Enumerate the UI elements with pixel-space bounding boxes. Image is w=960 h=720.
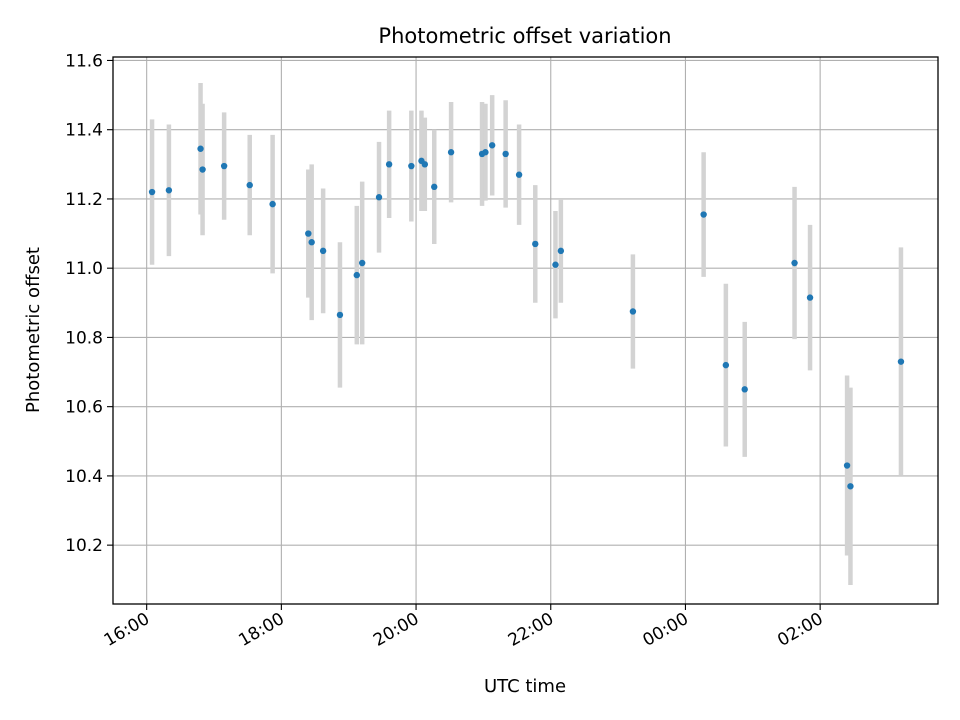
data-point — [847, 483, 854, 490]
data-point — [305, 230, 312, 237]
data-point — [353, 271, 360, 279]
y-tick-label: 10.8 — [65, 328, 103, 348]
data-point — [246, 181, 253, 189]
data-point — [791, 259, 798, 267]
data-point — [700, 211, 707, 218]
data-point — [806, 294, 814, 301]
data-point — [408, 162, 415, 170]
data-point — [308, 239, 315, 246]
data-point — [741, 386, 748, 393]
y-axis-label: Photometric offset — [23, 247, 44, 413]
data-point — [385, 161, 393, 168]
y-tick-label: 11.0 — [65, 259, 103, 279]
y-tick-label: 10.6 — [65, 398, 103, 418]
data-point — [197, 145, 204, 152]
data-point — [515, 171, 523, 178]
data-point — [165, 187, 173, 194]
data-point — [897, 358, 905, 365]
grid-lines — [113, 57, 938, 604]
plot-frame — [112, 56, 939, 605]
chart-title: Photometric offset variation — [378, 24, 671, 48]
y-tick-label: 10.2 — [65, 536, 103, 556]
data-point — [488, 142, 496, 149]
data-point — [482, 149, 489, 156]
data-point — [843, 462, 851, 469]
y-tick-label: 11.4 — [65, 121, 103, 141]
y-tick-label: 11.2 — [65, 190, 103, 210]
data-point — [502, 150, 509, 158]
data-point — [220, 162, 228, 170]
y-axis-ticks: 10.2 10.4 10.6 10.8 11.0 11.2 11.4 11.6 — [65, 51, 113, 556]
data-point — [336, 311, 344, 319]
data-point — [375, 194, 383, 201]
data-point — [447, 149, 455, 156]
data-point — [552, 261, 559, 268]
data-point — [431, 183, 438, 191]
x-axis-label: UTC time — [484, 676, 566, 697]
data-point — [532, 240, 539, 248]
y-tick-label: 10.4 — [65, 467, 103, 487]
data-point — [319, 247, 327, 255]
y-tick-label: 11.6 — [65, 51, 103, 71]
data-point — [148, 188, 156, 196]
data-point — [199, 166, 206, 173]
data-point — [722, 361, 730, 369]
data-point — [358, 259, 366, 267]
data-point — [269, 200, 276, 208]
data-points — [148, 142, 905, 490]
data-point — [421, 161, 429, 168]
data-point — [629, 308, 637, 315]
data-point — [557, 247, 565, 255]
